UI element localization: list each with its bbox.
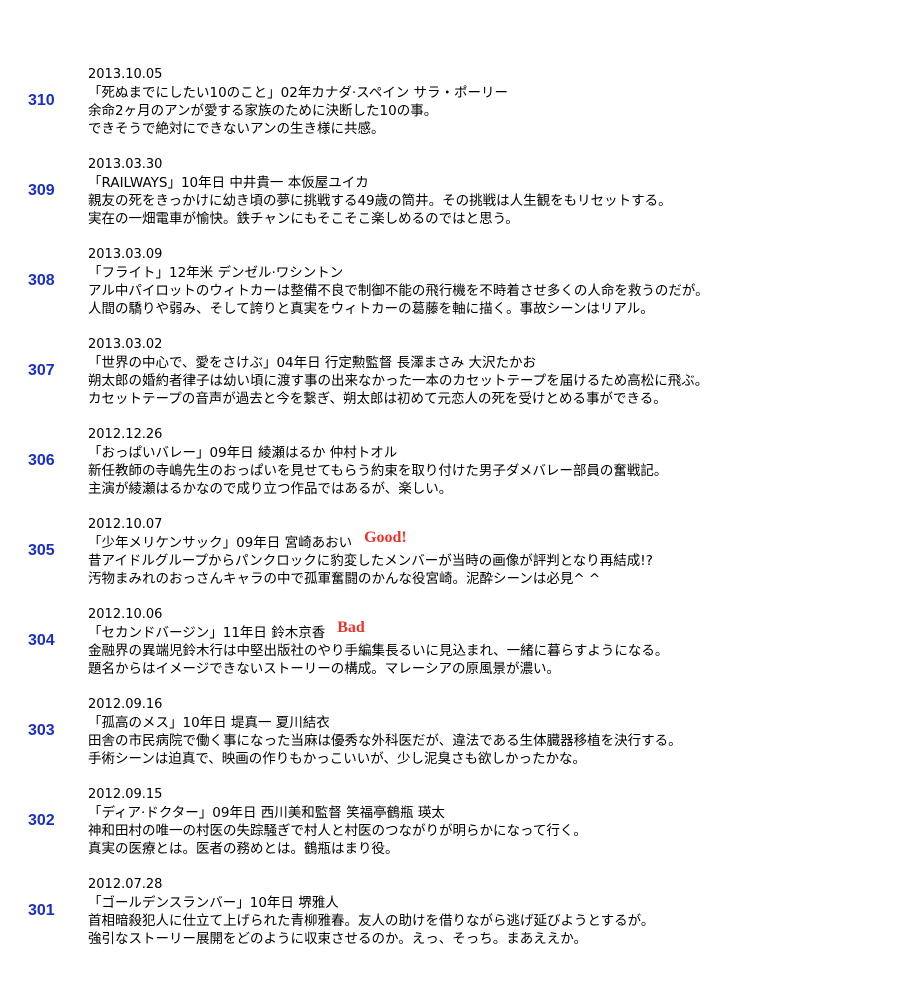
entry-comment: 実在の一畑電車が愉快。鉄チャンにもそこそこ楽しめるのではと思う。 <box>88 211 519 227</box>
entry-comment: 人間の驕りや弱み、そして誇りと真実をウィトカーの葛藤を軸に描く。事故シーンはリア… <box>88 301 654 317</box>
entry-number: 308 <box>28 272 55 289</box>
review-entry: 310 2013.10.05 「死ぬまでにしたい10のこと」02年カナダ·スペイン … <box>0 66 900 154</box>
entry-title: 「RAILWAYS」10年日 中井貴一 本仮屋ユイカ <box>88 175 369 191</box>
entry-title: 「少年メリケンサック」09年日 宮崎あおい <box>88 535 353 551</box>
entry-title: 「孤高のメス」10年日 堤真一 夏川結衣 <box>88 715 330 731</box>
entry-number: 301 <box>28 902 55 919</box>
entry-date: 2013.10.05 <box>88 67 163 82</box>
entry-date: 2012.07.28 <box>88 877 163 892</box>
entry-date: 2012.12.26 <box>88 427 163 442</box>
review-entry: 303 2012.09.16 「孤高のメス」10年日 堤真一 夏川結衣田舎の市民病院… <box>0 696 900 784</box>
entry-comment: 朔太郎の婚約者律子は幼い頃に渡す事の出来なかった一本のカセットテープを届けるため… <box>88 373 709 389</box>
entry-comment: 真実の医療とは。医者の務めとは。鶴瓶はまり役。 <box>88 841 399 857</box>
entry-date: 2013.03.09 <box>88 247 163 262</box>
entry-date: 2013.03.02 <box>88 337 163 352</box>
entry-title: 「死ぬまでにしたい10のこと」02年カナダ·スペイン サラ・ポーリー <box>88 85 508 101</box>
review-entry: 307 2013.03.02 「世界の中心で、愛をさけぶ」04年日 行定勲監督 長澤… <box>0 336 900 424</box>
review-entry: 301 2012.07.28 「ゴールデンスランバー」10年日 堺雅人首相暗殺犯人に… <box>0 876 900 964</box>
review-entry: 306 2012.12.26 「おっぱいバレー」09年日 綾瀬はるか 仲村トオル新任… <box>0 426 900 514</box>
entry-number: 304 <box>28 632 55 649</box>
entry-date: 2012.09.15 <box>88 787 163 802</box>
entry-comment: カセットテープの音声が過去と今を繋ぎ、朔太郎は初めて元恋人の死を受けとめる事がで… <box>88 391 667 407</box>
entry-comment: 新任教師の寺嶋先生のおっぱいを見せてもらう約束を取り付けた男子ダメバレー部員の奮… <box>88 463 668 479</box>
entry-date: 2013.03.30 <box>88 157 163 172</box>
entry-comment: 首相暗殺犯人に仕立て上げられた青柳雅春。友人の助けを借りながら逃げ延びようとする… <box>88 913 655 929</box>
entry-comment: 神和田村の唯一の村医の失踪騒ぎで村人と村医のつながりが明らかになって行く。 <box>88 823 587 839</box>
entry-comment: 余命2ヶ月のアンが愛する家族のために決断した10の事。 <box>88 103 438 119</box>
entry-title: 「フライト」12年米 デンゼル·ワシントン <box>88 265 344 281</box>
entry-number: 303 <box>28 722 55 739</box>
review-entry: 305 2012.10.07 「少年メリケンサック」09年日 宮崎あおい昔アイドルグ… <box>0 516 900 604</box>
entry-number: 309 <box>28 182 55 199</box>
entry-title: 「ゴールデンスランバー」10年日 堺雅人 <box>88 895 339 911</box>
entry-number: 302 <box>28 812 55 829</box>
entry-number: 305 <box>28 542 55 559</box>
entry-comment: 強引なストーリー展開をどのように収束させるのか。えっ、そっち。まあええか。 <box>88 931 587 947</box>
review-entry: 308 2013.03.09 「フライト」12年米 デンゼル·ワシントンアル中パイロ… <box>0 246 900 334</box>
entry-comment: 昔アイドルグループからパンクロックに豹変したメンバーが当時の画像が評判となり再結… <box>88 553 653 569</box>
entry-date: 2012.10.06 <box>88 607 163 622</box>
entry-comment: 田舎の市民病院で働く事になった当麻は優秀な外科医だが、違法である生体臓器移植を決… <box>88 733 682 749</box>
entry-comment: 手術シーンは迫真で、映画の作りもかっこいいが、少し泥臭さも欲しかったかな。 <box>88 751 587 767</box>
entry-number: 310 <box>28 92 55 109</box>
entry-comment: 汚物まみれのおっさんキャラの中で孤軍奮闘のかんな役宮崎。泥酔シーンは必見^ ^ <box>88 571 601 587</box>
entry-comment: 題名からはイメージできないストーリーの構成。マレーシアの原風景が濃い。 <box>88 661 560 677</box>
entry-date: 2012.10.07 <box>88 517 163 532</box>
entry-comment: 金融界の異端児鈴木行は中堅出版社のやり手編集長るいに見込まれ、一緒に暮らすように… <box>88 643 669 659</box>
entry-title: 「世界の中心で、愛をさけぶ」04年日 行定勲監督 長澤まさみ 大沢たかお <box>88 355 537 371</box>
entry-date: 2012.09.16 <box>88 697 163 712</box>
entry-number: 306 <box>28 452 55 469</box>
entry-title: 「おっぱいバレー」09年日 綾瀬はるか 仲村トオル <box>88 445 398 461</box>
entry-comment: 主演が綾瀬はるかなので成り立つ作品ではあるが、楽しい。 <box>88 481 453 497</box>
entry-number: 307 <box>28 362 55 379</box>
entry-comment: できそうで絶対にできないアンの生き様に共感。 <box>88 121 385 137</box>
review-entry: 302 2012.09.15 「ディア·ドクター」09年日 西川美和監督 笑福亭鶴瓶… <box>0 786 900 874</box>
rating-badge: Good! <box>364 529 407 546</box>
entry-comment: アル中パイロットのウィトカーは整備不良で制御不能の飛行機を不時着させ多くの人命を… <box>88 283 709 299</box>
review-entry: 309 2013.03.30 「RAILWAYS」10年日 中井貴一 本仮屋ユイカ親… <box>0 156 900 244</box>
entry-title: 「セカンドバージン」11年日 鈴木京香 <box>88 625 326 641</box>
entry-title: 「ディア·ドクター」09年日 西川美和監督 笑福亭鶴瓶 瑛太 <box>88 805 445 821</box>
rating-badge: Bad <box>337 619 365 636</box>
entry-comment: 親友の死をきっかけに幼き頃の夢に挑戦する49歳の筒井。その挑戦は人生観をもリセッ… <box>88 193 672 209</box>
review-entry: 304 2012.10.06 「セカンドバージン」11年日 鈴木京香金融界の異端児鈴… <box>0 606 900 694</box>
